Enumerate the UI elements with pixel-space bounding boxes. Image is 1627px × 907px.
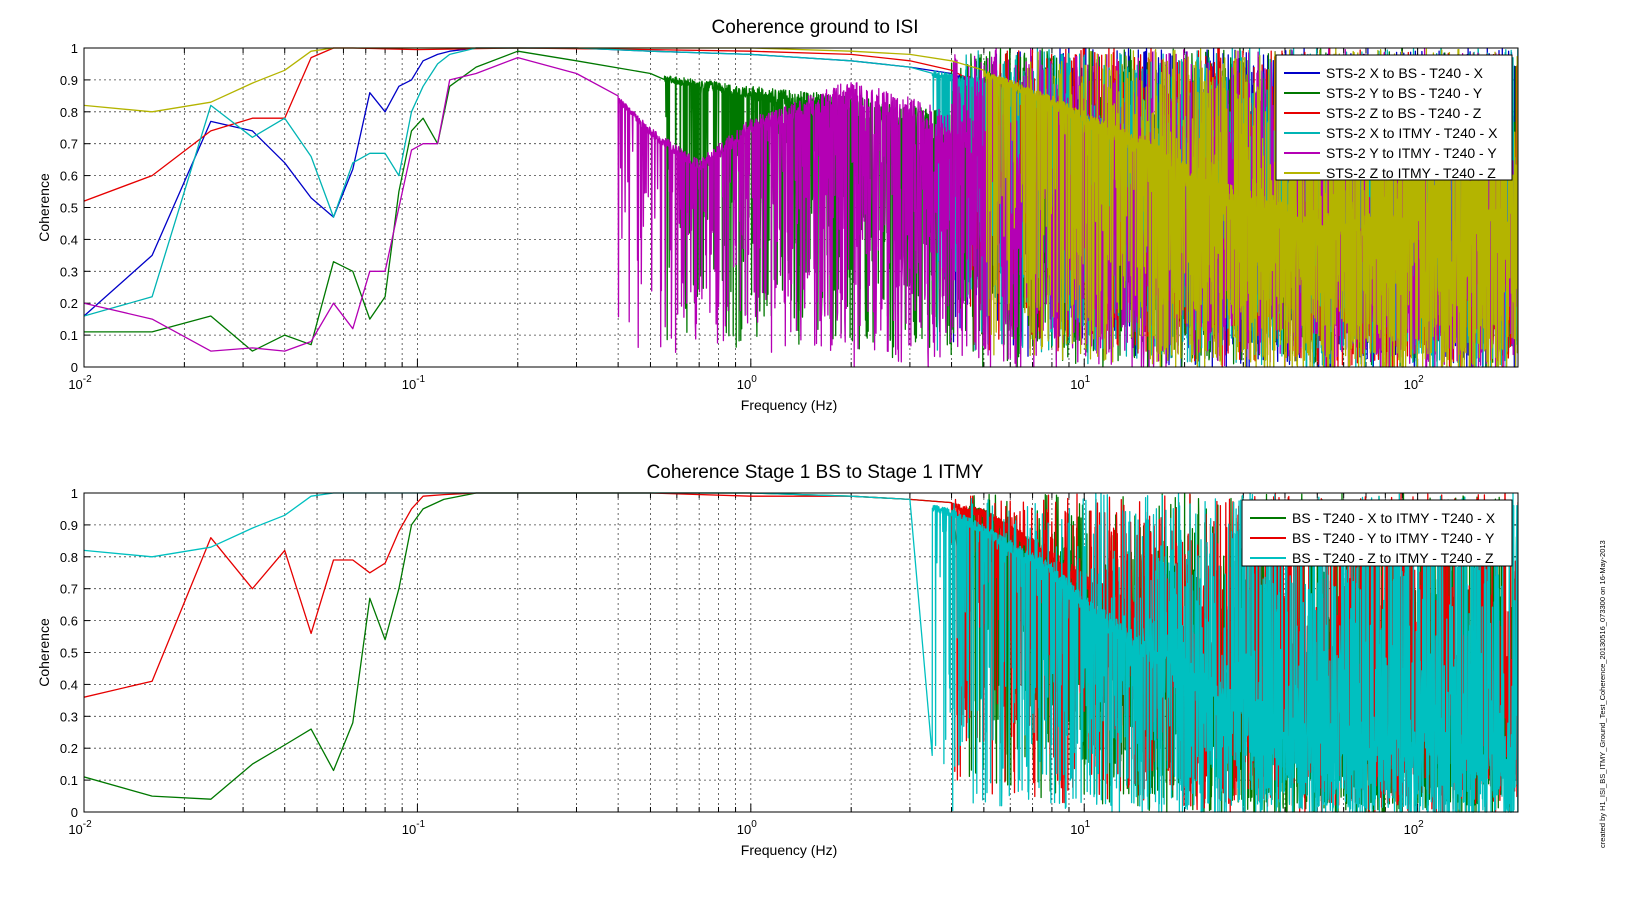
y-tick-label: 0.8 bbox=[60, 550, 78, 565]
y-tick-label: 0.5 bbox=[60, 201, 78, 216]
legend-label-sts-2-y-to-itmy-t240-y: STS-2 Y to ITMY - T240 - Y bbox=[1326, 145, 1497, 161]
x-tick-label: 102 bbox=[1404, 819, 1424, 837]
series-line-sts-2-z-to-itmy-t240-z bbox=[84, 47, 1518, 368]
x-tick-label: 100 bbox=[737, 819, 757, 837]
x-tick-label: 10-2 bbox=[68, 819, 92, 837]
y-tick-label: 1 bbox=[71, 486, 78, 501]
x-tick-label: 10-2 bbox=[68, 374, 92, 392]
x-axis-label: Frequency (Hz) bbox=[741, 842, 837, 858]
legend: BS - T240 - X to ITMY - T240 - X BS - T24… bbox=[1241, 499, 1513, 567]
y-tick-label: 0.3 bbox=[60, 264, 78, 279]
x-tick-label: 101 bbox=[1070, 819, 1090, 837]
chart-title: Coherence Stage 1 BS to Stage 1 ITMY bbox=[647, 462, 984, 483]
y-tick-label: 0.5 bbox=[60, 646, 78, 661]
y-axis-label: Coherence bbox=[36, 618, 52, 687]
y-tick-label: 0.1 bbox=[60, 328, 78, 343]
x-tick-label: 101 bbox=[1070, 374, 1090, 392]
y-tick-label: 0.6 bbox=[60, 614, 78, 629]
y-tick-label: 0.9 bbox=[60, 73, 78, 88]
chart-title: Coherence ground to ISI bbox=[711, 17, 918, 38]
legend-label-sts-2-z-to-bs-t240-z: STS-2 Z to BS - T240 - Z bbox=[1326, 105, 1482, 121]
legend-label-bs-t240-x-to-itmy-t240-x: BS - T240 - X to ITMY - T240 - X bbox=[1292, 510, 1496, 526]
coherence-stage1-bs-to-itmy-chart: Coherence Stage 1 BS to Stage 1 ITMY 0 0.1… bbox=[36, 462, 1519, 858]
y-tick-label: 0.3 bbox=[60, 709, 78, 724]
legend-label-sts-2-z-to-itmy-t240-z: STS-2 Z to ITMY - T240 - Z bbox=[1326, 165, 1496, 181]
y-tick-label: 0 bbox=[71, 360, 78, 375]
x-tick-label: 100 bbox=[737, 374, 757, 392]
axes-frame bbox=[83, 47, 1519, 368]
legend-label-sts-2-x-to-itmy-t240-x: STS-2 X to ITMY - T240 - X bbox=[1326, 125, 1498, 141]
coherence-ground-to-isi-chart: Coherence ground to ISI 0 0.1 0.2 0.3 0.4 0.5 0… bbox=[36, 17, 1519, 413]
y-tick-label: 0.7 bbox=[60, 582, 78, 597]
y-tick-label: 0.9 bbox=[60, 518, 78, 533]
x-tick-label: 102 bbox=[1404, 374, 1424, 392]
y-tick-label: 0.1 bbox=[60, 773, 78, 788]
legend-label-sts-2-x-to-bs-t240-x: STS-2 X to BS - T240 - X bbox=[1326, 65, 1484, 81]
legend-label-bs-t240-z-to-itmy-t240-z: BS - T240 - Z to ITMY - T240 - Z bbox=[1292, 550, 1494, 566]
legend-box bbox=[1275, 54, 1513, 181]
legend: STS-2 X to BS - T240 - X STS-2 Y to BS - … bbox=[1275, 54, 1513, 181]
series-line-bs-t240-z-to-itmy-t240-z bbox=[84, 492, 1518, 813]
x-tick-label: 10-1 bbox=[402, 819, 426, 837]
legend-box bbox=[1241, 499, 1513, 567]
creation-stamp: created by H1_ISI_BS_ITMY_Ground_Test_Co… bbox=[1598, 540, 1607, 848]
legend-label-sts-2-y-to-bs-t240-y: STS-2 Y to BS - T240 - Y bbox=[1326, 85, 1483, 101]
legend-label-bs-t240-y-to-itmy-t240-y: BS - T240 - Y to ITMY - T240 - Y bbox=[1292, 530, 1495, 546]
y-axis-label: Coherence bbox=[36, 173, 52, 242]
y-tick-label: 0.2 bbox=[60, 741, 78, 756]
axes-frame bbox=[83, 492, 1519, 813]
y-tick-label: 0.6 bbox=[60, 169, 78, 184]
y-tick-label: 0.4 bbox=[60, 677, 78, 692]
y-tick-label: 0.2 bbox=[60, 296, 78, 311]
y-tick-label: 0.7 bbox=[60, 137, 78, 152]
x-axis-label: Frequency (Hz) bbox=[741, 397, 837, 413]
y-tick-label: 0.4 bbox=[60, 232, 78, 247]
y-tick-label: 1 bbox=[71, 41, 78, 56]
y-tick-label: 0.8 bbox=[60, 105, 78, 120]
x-tick-label: 10-1 bbox=[402, 374, 426, 392]
series-group bbox=[84, 492, 1518, 813]
y-tick-label: 0 bbox=[71, 805, 78, 820]
